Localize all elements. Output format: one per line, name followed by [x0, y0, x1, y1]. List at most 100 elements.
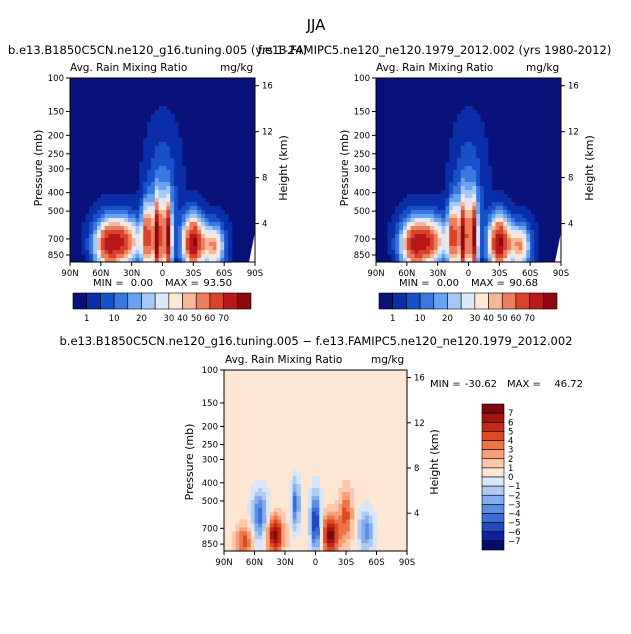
field-cell: [177, 170, 183, 175]
field-cell: [292, 472, 298, 477]
field-cell: [150, 178, 156, 183]
field-cell: [85, 246, 90, 251]
field-cell: [228, 254, 233, 259]
colorbar-left: 1 10 20 30 40 50 60 70: [72, 292, 252, 324]
field-cell: [326, 515, 332, 521]
field-cell: [480, 134, 485, 139]
field-cell: [476, 134, 481, 139]
field-cell: [81, 238, 87, 243]
field-cell: [170, 138, 175, 143]
field-cell: [201, 218, 206, 223]
field-cell: [372, 523, 378, 528]
field-cell: [204, 254, 210, 259]
field-cell: [510, 202, 516, 207]
field-cell: [166, 138, 171, 143]
field-cell: [449, 174, 454, 179]
lat-tick-label: 60S: [368, 558, 384, 568]
field-cell: [422, 214, 427, 219]
field-cell: [147, 214, 152, 219]
field-cell: [507, 226, 512, 231]
field-cell: [147, 258, 152, 263]
field-cell: [441, 238, 446, 243]
field-cell: [112, 222, 117, 227]
field-cell: [453, 258, 458, 263]
field-cell: [116, 222, 121, 227]
field-cell: [228, 222, 233, 227]
field-cell: [166, 194, 171, 199]
field-cell: [311, 515, 317, 521]
field-cell: [170, 146, 175, 151]
field-cell: [499, 210, 504, 215]
field-cell: [96, 242, 102, 247]
field-cell: [166, 162, 171, 167]
field-cell: [441, 194, 446, 199]
field-cell: [143, 202, 148, 207]
field-cell: [437, 254, 443, 259]
field-cell: [166, 234, 171, 239]
field-cell: [441, 190, 446, 195]
field-cell: [433, 214, 439, 219]
field-cell: [418, 202, 423, 207]
field-cell: [158, 230, 164, 235]
colorbar-label: 6: [508, 418, 513, 428]
field-cell: [449, 194, 454, 199]
field-cell: [365, 515, 370, 521]
field-cell: [158, 154, 164, 159]
field-cell: [476, 238, 481, 243]
field-cell: [464, 162, 470, 167]
field-cell: [131, 222, 137, 227]
field-cell: [495, 258, 500, 263]
field-cell: [93, 246, 98, 251]
field-cell: [476, 234, 481, 239]
field-cell: [174, 218, 179, 223]
field-cell: [445, 250, 450, 255]
field-cell: [93, 254, 98, 259]
field-cell: [150, 242, 156, 247]
field-cell: [100, 218, 106, 223]
field-cell: [162, 254, 167, 259]
field-cell: [472, 178, 477, 183]
lat-tick-label: 90N: [61, 269, 78, 279]
field-cell: [120, 226, 125, 231]
field-cell: [499, 242, 504, 247]
field-cell: [453, 158, 458, 163]
field-cell: [472, 130, 477, 135]
field-cell: [453, 130, 458, 135]
field-cell: [445, 214, 450, 219]
field-cell: [487, 242, 493, 247]
field-cell: [429, 226, 435, 231]
field-cell: [456, 198, 462, 203]
field-cell: [368, 535, 374, 540]
field-cell: [123, 238, 129, 243]
field-cell: [334, 503, 339, 509]
field-cell: [216, 238, 221, 243]
field-cell: [418, 222, 423, 227]
field-cell: [197, 258, 202, 263]
field-cell: [208, 234, 214, 239]
field-cell: [449, 230, 454, 235]
field-cell: [185, 198, 191, 203]
field-cell: [158, 222, 164, 227]
field-cell: [154, 154, 160, 159]
field-cell: [346, 523, 351, 528]
field-cell: [453, 206, 458, 211]
field-cell: [108, 238, 113, 243]
field-cell: [239, 531, 244, 536]
field-cell: [491, 254, 497, 259]
field-cell: [429, 230, 435, 235]
field-cell: [170, 158, 175, 163]
field-cell: [166, 110, 171, 115]
colorbar-swatch: [488, 292, 503, 310]
field-cell: [472, 142, 477, 147]
field-cell: [131, 202, 137, 207]
field-cell: [391, 218, 396, 223]
field-cell: [158, 166, 164, 171]
case-title-right: f.e13.FAMIPC5.ne120_ne120.1979_2012.002 …: [258, 43, 611, 57]
field-cell: [170, 166, 175, 171]
field-cell: [189, 226, 194, 231]
colorbar-label: 4: [508, 437, 513, 447]
field-cell: [346, 543, 351, 548]
field-cell: [441, 202, 446, 207]
field-cell: [487, 214, 493, 219]
field-cell: [220, 222, 225, 227]
